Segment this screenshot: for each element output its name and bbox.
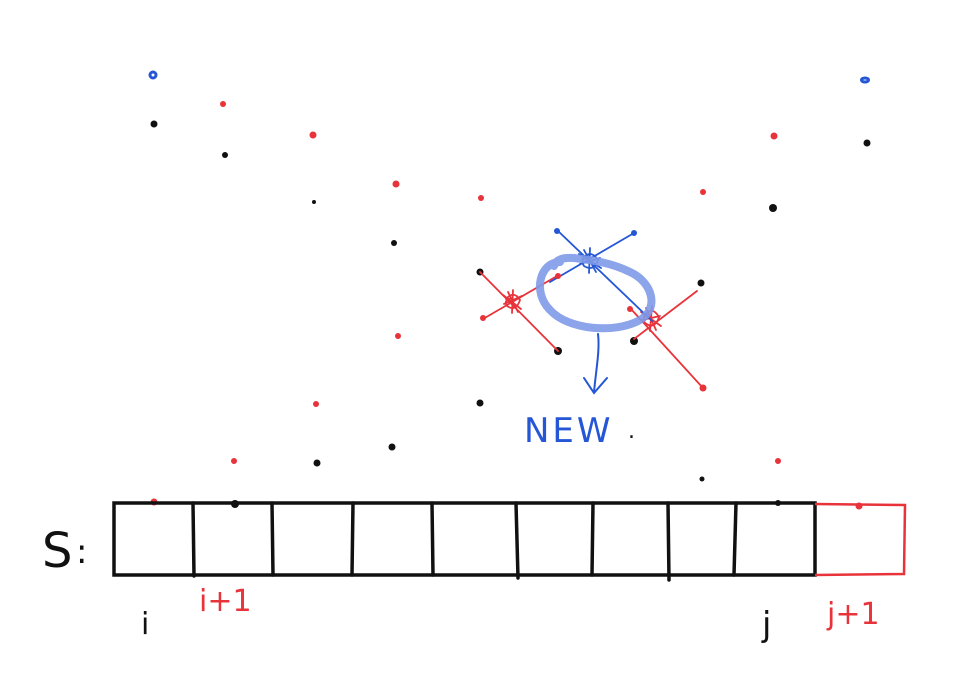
red-star-mark (502, 289, 523, 314)
red-point (775, 458, 781, 464)
black-point (312, 200, 316, 204)
index-label-i-plus-1: i+1 (199, 584, 252, 619)
index-label-i: i (141, 607, 149, 642)
array-divider (666, 501, 671, 582)
black-point (388, 443, 396, 451)
array-divider (590, 501, 595, 577)
array-cells (112, 501, 817, 582)
array-divider (732, 501, 738, 577)
arrow-to-new (583, 333, 608, 395)
array-divider (430, 501, 435, 577)
black-point (391, 240, 397, 246)
red-point (309, 131, 317, 139)
array-divider (350, 501, 355, 577)
blue-point (148, 70, 158, 80)
array-divider (191, 501, 196, 578)
array-divider (514, 501, 520, 580)
highlight-loop (536, 253, 656, 333)
red-point (627, 306, 633, 312)
new-label: NEW (524, 411, 614, 451)
array-name: S : (42, 523, 87, 579)
black-point (769, 204, 777, 212)
red-point (395, 333, 401, 339)
red-point (480, 315, 486, 321)
red-point (478, 195, 484, 201)
black-point (863, 139, 871, 147)
red-point (220, 101, 226, 107)
new-dot: . (628, 419, 635, 444)
blue-point (860, 76, 870, 84)
red-point (313, 401, 319, 407)
black-point (630, 337, 638, 345)
index-label-j-plus-1: j+1 (826, 597, 880, 632)
index-label-j: j (761, 605, 771, 645)
blue-points (148, 70, 870, 84)
black-point (313, 459, 321, 467)
array-extra-cell (814, 502, 907, 577)
black-points (150, 120, 871, 508)
black-point (150, 120, 158, 128)
blue-point (554, 228, 560, 234)
black-point (222, 152, 228, 158)
black-point (697, 279, 705, 287)
array-name-label: S (42, 523, 72, 579)
red-point (231, 458, 237, 464)
black-point (699, 476, 705, 482)
blue-point (631, 230, 637, 236)
red-point (700, 189, 706, 195)
array-divider (270, 501, 275, 577)
red-point (555, 273, 561, 279)
black-point (476, 399, 484, 407)
red-point (770, 132, 778, 140)
array-separator: : (76, 532, 87, 572)
red-point (392, 180, 400, 188)
array-outline (112, 501, 817, 577)
